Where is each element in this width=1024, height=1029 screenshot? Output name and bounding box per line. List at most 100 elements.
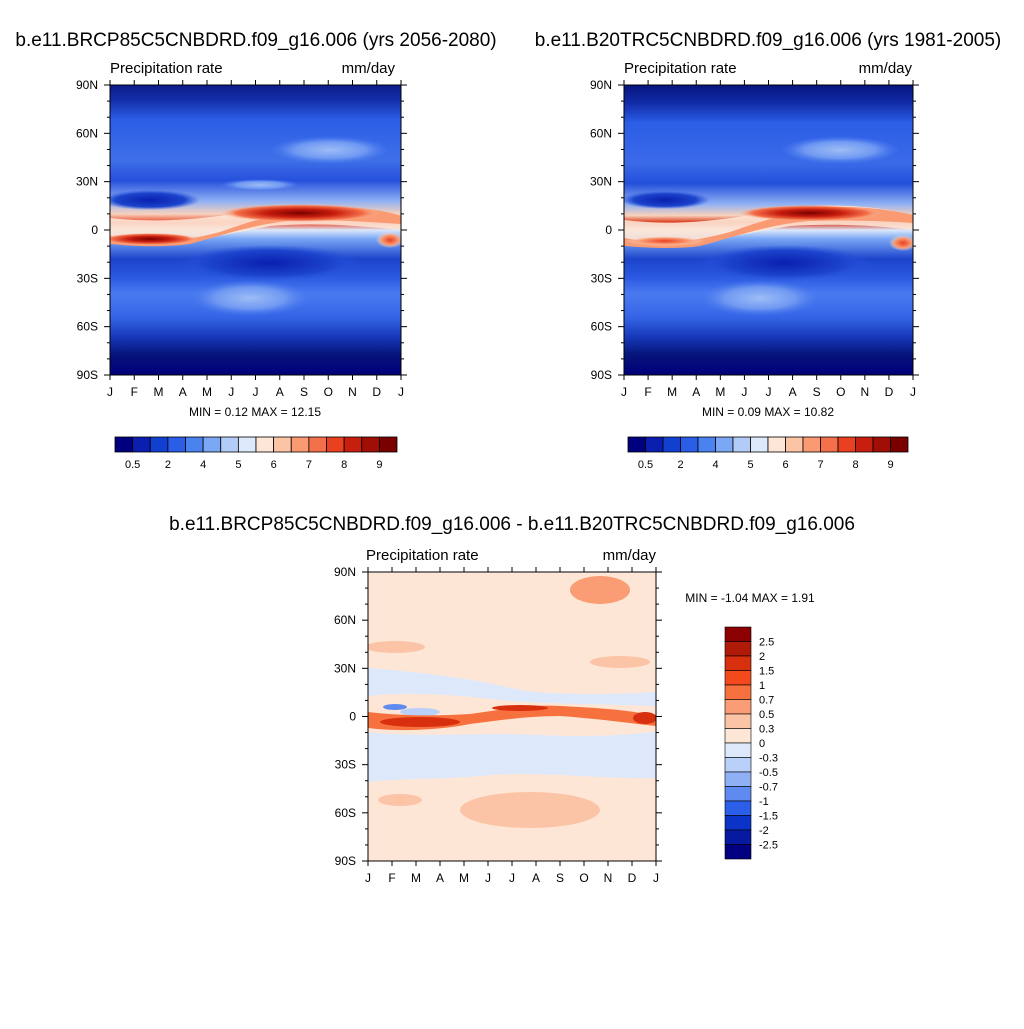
colorbar-swatch <box>378 436 398 453</box>
y-tick-label: 90N <box>76 78 98 92</box>
colorbar-swatch <box>890 436 909 453</box>
colorbar-swatch <box>343 436 363 453</box>
x-tick-label: D <box>628 871 637 885</box>
colorbar-label: 8 <box>852 459 858 471</box>
colorbar-swatch <box>724 829 752 845</box>
y-tick-label: 0 <box>349 710 356 724</box>
y-tick-label: 0 <box>91 223 98 237</box>
colorbar-swatch <box>724 641 752 657</box>
x-tick-label: J <box>365 871 371 885</box>
y-tick-label: 60N <box>76 126 98 140</box>
y-tick-label: 90S <box>591 368 612 382</box>
colorbar-label: 0.7 <box>759 695 774 707</box>
panel-future-field <box>110 85 401 375</box>
y-tick-label: 30N <box>590 175 612 189</box>
colorbar-swatch <box>820 436 839 453</box>
colorbar-swatch <box>724 699 752 715</box>
x-tick-label: S <box>300 385 308 399</box>
colorbar-swatch <box>724 815 752 831</box>
panel-historical-stats: MIN = 0.09 MAX = 10.82 <box>702 405 834 419</box>
x-tick-label: F <box>388 871 395 885</box>
colorbar-label: 2 <box>165 459 171 471</box>
colorbar-swatch <box>785 436 804 453</box>
colorbar-swatch <box>167 436 186 453</box>
colorbar-swatch <box>724 844 752 860</box>
panel-future-left-label: Precipitation rate <box>110 60 223 77</box>
colorbar-swatch <box>114 436 134 453</box>
colorbar-swatch <box>724 786 752 802</box>
x-tick-label: J <box>621 385 627 399</box>
x-tick-label: N <box>604 871 613 885</box>
colorbar-label: 9 <box>887 459 893 471</box>
x-tick-label: A <box>179 385 187 399</box>
x-tick-label: A <box>276 385 284 399</box>
colorbar-label: -0.5 <box>759 767 778 779</box>
y-tick-label: 90S <box>335 854 356 868</box>
colorbar-label: 6 <box>782 459 788 471</box>
colorbar-label: -2.5 <box>759 840 778 852</box>
colorbar-swatch <box>697 436 716 453</box>
panel-difference-unit-label: mm/day <box>603 547 657 564</box>
colorbar-label: -0.7 <box>759 782 778 794</box>
colorbar-label: 0.5 <box>638 459 653 471</box>
colorbar-label: 0.3 <box>759 724 774 736</box>
panel-future-unit-label: mm/day <box>342 60 396 77</box>
panel-difference-title: b.e11.BRCP85C5CNBDRD.f09_g16.006 - b.e11… <box>169 514 855 535</box>
x-tick-label: M <box>459 871 469 885</box>
panel-historical-left-label: Precipitation rate <box>624 60 737 77</box>
y-tick-label: 30S <box>591 271 612 285</box>
x-tick-label: A <box>532 871 540 885</box>
panel-future-axes: J F M A M J J A S O N D J 90N 60N 30N 0 30S 60S 90S <box>76 78 407 399</box>
x-tick-label: A <box>436 871 444 885</box>
x-tick-label: S <box>556 871 564 885</box>
colorbar-swatch <box>202 436 222 453</box>
colorbar-swatch <box>724 655 752 671</box>
x-tick-label: D <box>885 385 894 399</box>
x-tick-label: J <box>253 385 259 399</box>
colorbar-swatch <box>361 436 380 453</box>
x-tick-label: O <box>579 871 588 885</box>
x-tick-label: J <box>228 385 234 399</box>
x-tick-label: J <box>910 385 916 399</box>
colorbar-swatch <box>326 436 345 453</box>
colorbar-swatch <box>662 436 681 453</box>
y-tick-label: 60S <box>591 320 612 334</box>
colorbar-label: 0.5 <box>759 709 774 721</box>
panel-historical-title: b.e11.B20TRC5CNBDRD.f09_g16.006 (yrs 198… <box>535 30 1001 51</box>
y-tick-label: 60S <box>77 320 98 334</box>
y-tick-label: 90N <box>590 78 612 92</box>
x-tick-label: A <box>692 385 700 399</box>
y-tick-label: 90N <box>334 565 356 579</box>
panel-difference: b.e11.BRCP85C5CNBDRD.f09_g16.006 - b.e11… <box>169 514 855 885</box>
colorbar-swatch <box>802 436 821 453</box>
colorbar-label: 4 <box>200 459 206 471</box>
y-tick-label: 30S <box>77 271 98 285</box>
colorbar-label: 2.5 <box>759 637 774 649</box>
y-tick-label: 30S <box>335 758 356 772</box>
panel-difference-field <box>368 572 656 861</box>
colorbar-label: 7 <box>306 459 312 471</box>
colorbar-swatch <box>724 771 752 787</box>
colorbar-swatch <box>750 436 769 453</box>
panel-historical-unit-label: mm/day <box>859 60 913 77</box>
y-tick-label: 90S <box>77 368 98 382</box>
colorbar-swatch <box>715 436 734 453</box>
panel-historical-field <box>624 85 913 375</box>
x-tick-label: M <box>667 385 677 399</box>
colorbar-swatch <box>237 436 257 453</box>
colorbar-swatch <box>645 436 664 453</box>
colorbar-swatch <box>837 436 856 453</box>
x-tick-label: S <box>813 385 821 399</box>
panel-future-title: b.e11.BRCP85C5CNBDRD.f09_g16.006 (yrs 20… <box>15 30 496 51</box>
x-tick-label: J <box>766 385 772 399</box>
colorbar-label: 0.5 <box>125 459 140 471</box>
colorbar-label: 9 <box>376 459 382 471</box>
x-tick-label: F <box>131 385 138 399</box>
colorbar-swatch <box>724 626 752 642</box>
colorbar-swatch <box>273 436 292 453</box>
y-tick-label: 60N <box>334 613 356 627</box>
colorbar-label: -1.5 <box>759 811 778 823</box>
colorbar-swatch <box>724 713 752 729</box>
x-tick-label: F <box>644 385 651 399</box>
